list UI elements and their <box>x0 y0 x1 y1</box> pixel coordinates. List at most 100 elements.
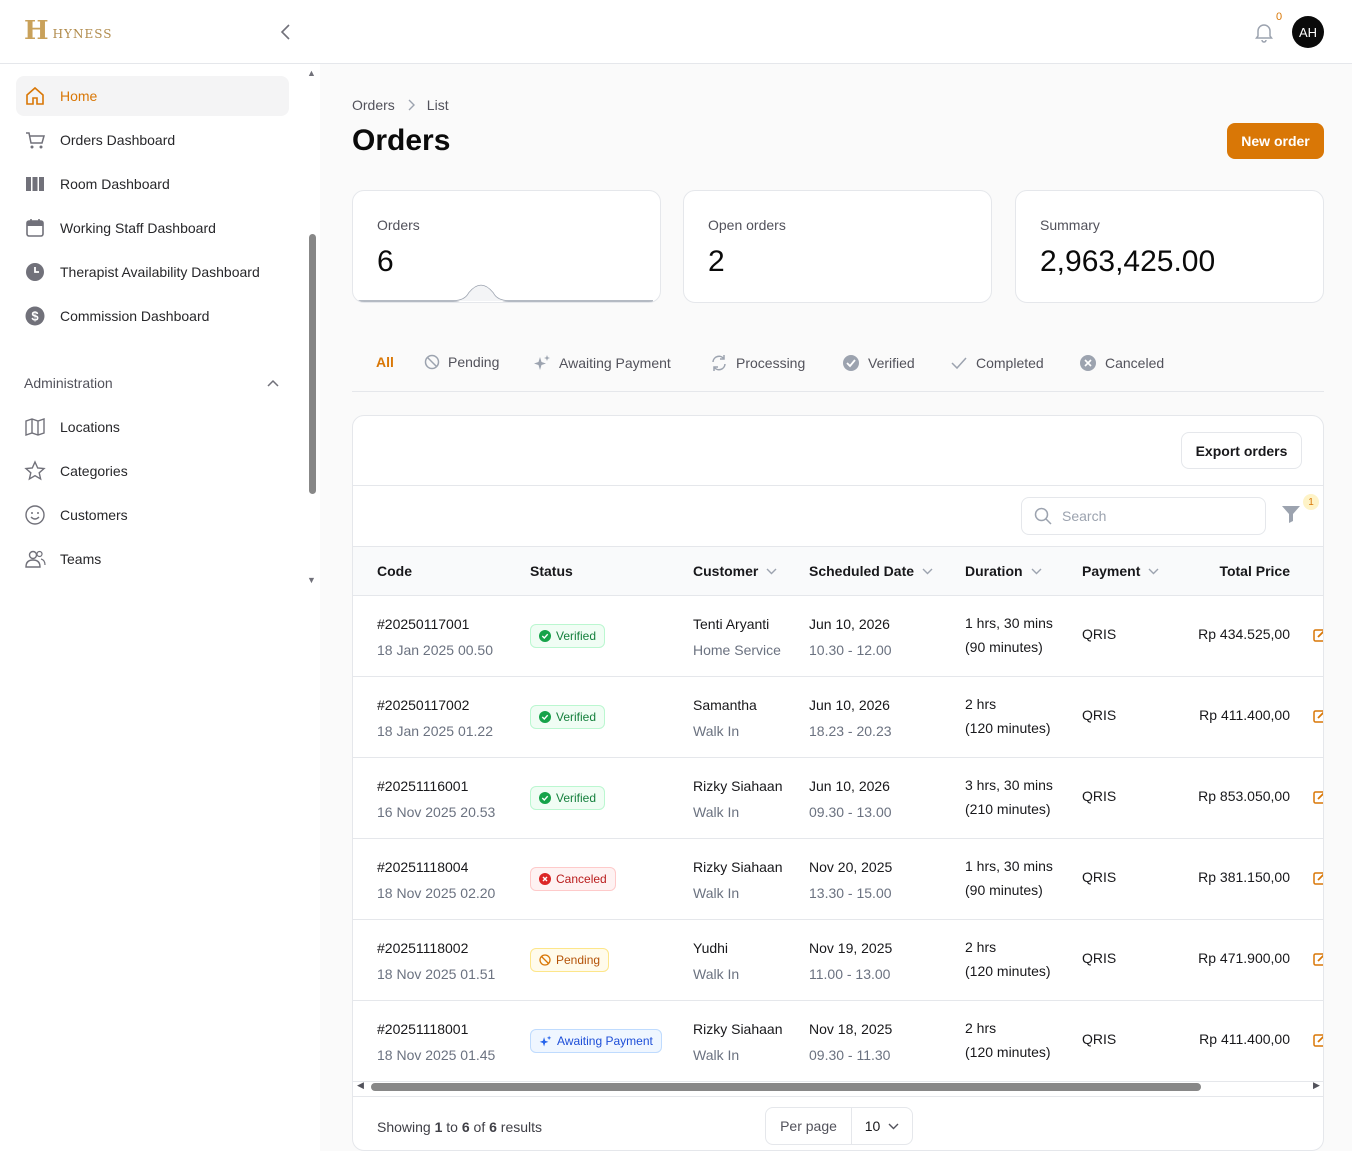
logo-text: HYNESS <box>52 27 113 41</box>
order-code: #20250117002 <box>377 697 470 713</box>
sidebar-item-teams[interactable]: Teams <box>16 539 289 579</box>
sidebar-scroll-down[interactable]: ▼ <box>307 575 316 585</box>
tab-label: Completed <box>976 355 1044 371</box>
table-row[interactable]: #20251118001 18 Nov 2025 01.45 Awaiting Pa… <box>353 1001 1324 1082</box>
map-icon <box>24 416 46 438</box>
duration-minutes: (120 minutes) <box>965 963 1051 979</box>
scroll-left-arrow[interactable]: ◀ <box>357 1080 364 1090</box>
bell-icon[interactable] <box>1252 20 1276 44</box>
tab-awaiting-payment[interactable]: Awaiting Payment <box>533 354 671 372</box>
table-row[interactable]: #20251116001 16 Nov 2025 20.53 Verified Riz… <box>353 758 1324 839</box>
tab-processing[interactable]: Processing <box>710 354 805 372</box>
horizontal-scrollbar[interactable] <box>371 1083 1201 1091</box>
tab-verified[interactable]: Verified <box>842 354 915 372</box>
table-row[interactable]: #20251118002 18 Nov 2025 01.51 Pending Yudh… <box>353 920 1324 1001</box>
edit-icon[interactable] <box>1313 790 1324 804</box>
tab-canceled[interactable]: Canceled <box>1079 354 1164 372</box>
edit-icon[interactable] <box>1313 628 1324 642</box>
breadcrumb: Orders List <box>352 97 449 113</box>
edit-icon[interactable] <box>1313 1033 1324 1047</box>
tab-pending[interactable]: Pending <box>424 354 499 370</box>
brand-logo[interactable]: H HYNESS <box>24 18 112 44</box>
sidebar-scrollbar[interactable] <box>309 234 316 494</box>
users-icon <box>24 548 46 570</box>
orders-table-card: Export orders 1 Code Status Customer Sch… <box>352 415 1324 1151</box>
column-header-duration[interactable]: Duration <box>965 563 1042 579</box>
status-badge: Awaiting Payment <box>530 1029 662 1053</box>
table-row[interactable]: #20251118004 18 Nov 2025 02.20 Canceled Riz… <box>353 839 1324 920</box>
table-row[interactable]: #20250117001 18 Jan 2025 00.50 Verified Ten… <box>353 596 1324 677</box>
payment-method: QRIS <box>1082 1031 1117 1047</box>
scheduled-date: Nov 19, 2025 <box>809 940 893 956</box>
sidebar-item-label: Categories <box>60 463 128 479</box>
order-code: #20250117001 <box>377 616 470 632</box>
service-type: Walk In <box>693 885 740 901</box>
table-row[interactable]: #20250117002 18 Jan 2025 01.22 Verified Sam… <box>353 677 1324 758</box>
edit-icon[interactable] <box>1313 871 1324 885</box>
tab-label: All <box>376 354 394 370</box>
total-price: Rp 471.900,00 <box>1198 950 1290 966</box>
scheduled-date: Jun 10, 2026 <box>809 697 890 713</box>
service-type: Walk In <box>693 723 740 739</box>
customer-cell: Yudhi Walk In <box>693 935 739 987</box>
order-created: 18 Jan 2025 01.22 <box>377 723 493 739</box>
ban-icon <box>424 354 440 370</box>
per-page-select[interactable]: Per page 10 <box>765 1107 913 1145</box>
sidebar-item-home[interactable]: Home <box>16 76 289 116</box>
tab-all[interactable]: All <box>376 354 394 370</box>
status-badge: Canceled <box>530 867 616 891</box>
customer-cell: Rizky Siahaan Walk In <box>693 773 783 825</box>
sidebar-item-therapist-availability-dashboard[interactable]: Therapist Availability Dashboard <box>16 252 289 292</box>
sidebar-scroll-up[interactable]: ▲ <box>307 68 316 78</box>
order-code: #20251116001 <box>377 778 469 794</box>
sidebar-item-room-dashboard[interactable]: Room Dashboard <box>16 164 289 204</box>
edit-icon[interactable] <box>1313 709 1324 723</box>
total-price: Rp 853.050,00 <box>1198 788 1290 804</box>
stat-card-summary: Summary 2,963,425.00 <box>1015 190 1324 303</box>
column-header-payment[interactable]: Payment <box>1082 563 1159 579</box>
search-box[interactable] <box>1021 497 1266 535</box>
sidebar-item-commission-dashboard[interactable]: $ Commission Dashboard <box>16 296 289 336</box>
tab-label: Pending <box>448 354 500 370</box>
breadcrumb-parent[interactable]: Orders <box>352 97 395 113</box>
customer-cell: Samantha Walk In <box>693 692 757 744</box>
sidebar-item-categories[interactable]: Categories <box>16 451 289 491</box>
per-page-value[interactable]: 10 <box>852 1118 912 1134</box>
administration-section-toggle[interactable]: Administration <box>24 375 279 391</box>
sidebar-item-orders-dashboard[interactable]: Orders Dashboard <box>16 120 289 160</box>
column-header-total-price: Total Price <box>1219 563 1290 579</box>
tab-completed[interactable]: Completed <box>950 354 1044 372</box>
total-price: Rp 434.525,00 <box>1198 626 1290 642</box>
filter-icon[interactable] <box>1281 504 1301 524</box>
payment-method: QRIS <box>1082 869 1117 885</box>
refresh-icon <box>712 355 726 371</box>
total-price: Rp 411.400,00 <box>1199 1031 1290 1047</box>
duration: 3 hrs, 30 mins <box>965 777 1053 793</box>
sidebar-item-customers[interactable]: Customers <box>16 495 289 535</box>
order-code-cell: #20251118001 18 Nov 2025 01.45 <box>377 1016 495 1068</box>
section-title: Administration <box>24 375 113 391</box>
avatar[interactable]: AH <box>1292 16 1324 48</box>
duration-cell: 2 hrs (120 minutes) <box>965 935 1051 983</box>
duration-cell: 2 hrs (120 minutes) <box>965 1016 1051 1064</box>
column-header-customer[interactable]: Customer <box>693 563 777 579</box>
collapse-sidebar-button[interactable] <box>274 20 296 44</box>
sidebar-item-working-staff-dashboard[interactable]: Working Staff Dashboard <box>16 208 289 248</box>
order-code: #20251118001 <box>377 1021 469 1037</box>
edit-icon[interactable] <box>1313 952 1324 966</box>
table-header: Code Status Customer Scheduled Date Dura… <box>353 546 1323 596</box>
stat-value: 2 <box>708 245 725 278</box>
sidebar-item-label: Locations <box>60 419 120 435</box>
order-created: 18 Nov 2025 01.51 <box>377 966 496 982</box>
export-orders-button[interactable]: Export orders <box>1181 432 1302 469</box>
chevron-right-icon <box>408 99 415 111</box>
stat-label: Orders <box>377 217 420 233</box>
check-circle-icon <box>539 792 551 804</box>
new-order-button[interactable]: New order <box>1227 123 1324 159</box>
scroll-right-arrow[interactable]: ▶ <box>1313 1080 1320 1090</box>
total-price: Rp 411.400,00 <box>1199 707 1290 723</box>
search-icon <box>1034 507 1052 525</box>
sidebar-item-locations[interactable]: Locations <box>16 407 289 447</box>
column-header-scheduled-date[interactable]: Scheduled Date <box>809 563 933 579</box>
search-input[interactable] <box>1062 508 1252 524</box>
